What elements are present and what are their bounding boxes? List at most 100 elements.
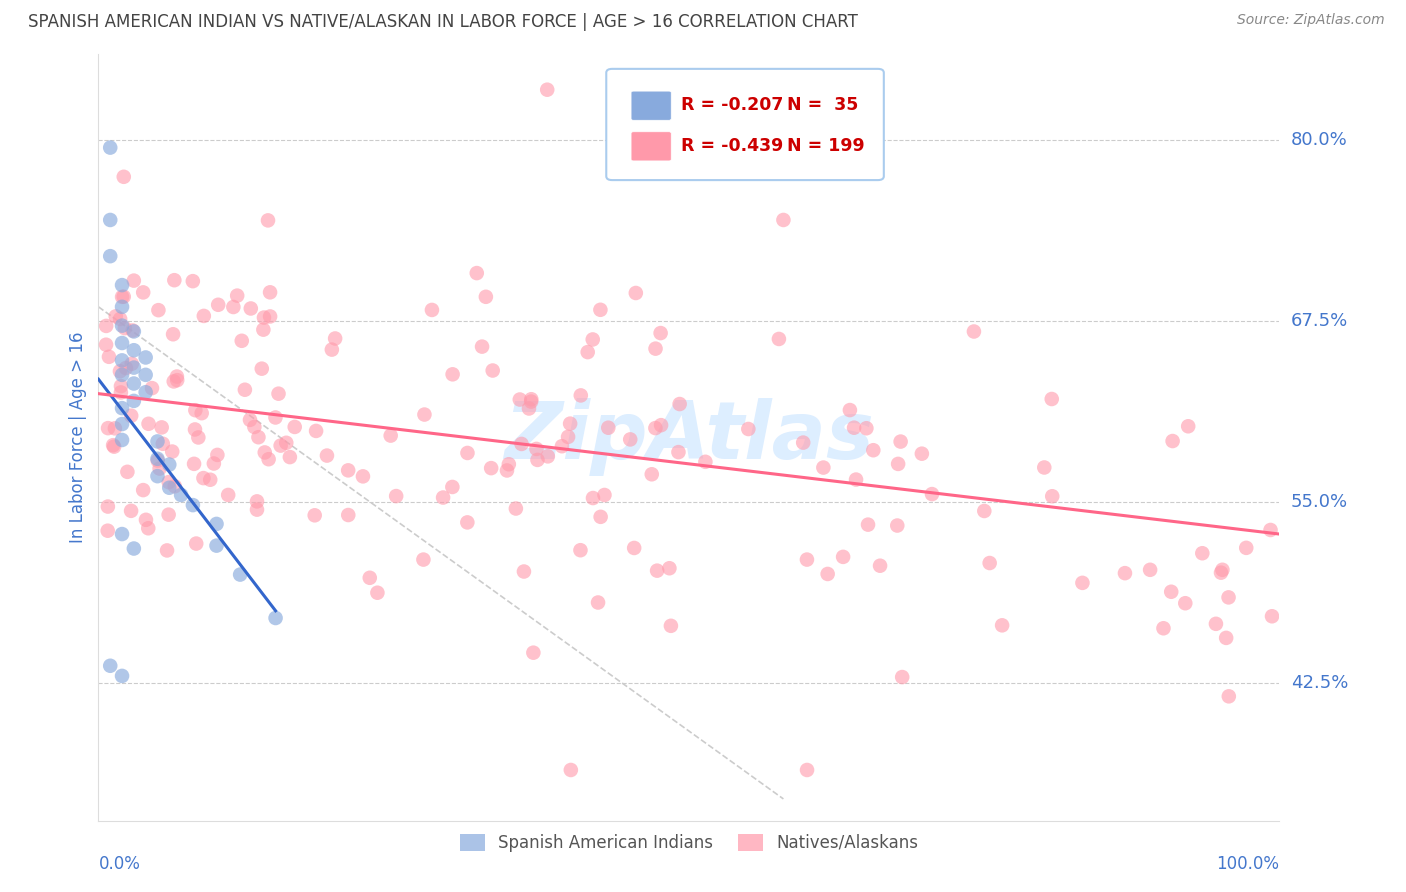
Point <box>111 401 134 416</box>
Point <box>845 473 868 487</box>
Point <box>259 285 281 300</box>
Point <box>97 421 120 435</box>
Point <box>498 457 520 471</box>
Point <box>135 513 157 527</box>
Point <box>200 473 222 487</box>
Point <box>190 406 212 420</box>
Point <box>253 445 276 459</box>
Point <box>226 288 249 302</box>
Point <box>624 285 647 300</box>
Point <box>222 300 245 314</box>
Point <box>644 342 666 356</box>
Point <box>162 327 184 342</box>
Point <box>1033 460 1056 475</box>
Point <box>668 445 690 459</box>
Point <box>792 435 814 450</box>
Point <box>1114 566 1136 581</box>
Point <box>257 452 280 467</box>
Point <box>589 302 612 317</box>
Point <box>111 527 134 541</box>
Point <box>441 480 464 494</box>
Point <box>157 481 180 495</box>
Point <box>589 509 612 524</box>
Point <box>380 428 402 442</box>
Point <box>582 491 605 505</box>
Point <box>122 274 145 288</box>
Point <box>183 457 205 471</box>
Point <box>207 298 229 312</box>
Point <box>135 385 157 400</box>
Point <box>1218 591 1240 605</box>
Point <box>135 351 157 365</box>
Point <box>110 385 132 400</box>
Point <box>593 488 616 502</box>
Point <box>887 457 910 471</box>
Point <box>537 450 560 464</box>
Point <box>1139 563 1161 577</box>
Point <box>456 516 478 530</box>
Point <box>117 465 139 479</box>
Point <box>122 376 145 391</box>
Point <box>149 461 172 475</box>
Point <box>157 475 180 490</box>
Point <box>104 421 127 435</box>
Point <box>856 517 879 532</box>
Point <box>869 558 891 573</box>
FancyBboxPatch shape <box>631 91 671 120</box>
Text: SPANISH AMERICAN INDIAN VS NATIVE/ALASKAN IN LABOR FORCE | AGE > 16 CORRELATION : SPANISH AMERICAN INDIAN VS NATIVE/ALASKA… <box>28 13 858 31</box>
Point <box>796 552 818 566</box>
Point <box>650 418 672 433</box>
Point <box>250 361 273 376</box>
Point <box>184 403 207 417</box>
Point <box>239 413 262 427</box>
Point <box>323 331 346 345</box>
Point <box>658 561 681 575</box>
Point <box>252 323 274 337</box>
Point <box>114 321 136 335</box>
Text: 100.0%: 100.0% <box>1216 855 1279 873</box>
Point <box>1160 584 1182 599</box>
Point <box>768 332 790 346</box>
Point <box>253 310 276 325</box>
Point <box>122 393 145 408</box>
Point <box>921 487 943 501</box>
Point <box>115 361 138 376</box>
Point <box>276 435 298 450</box>
Point <box>796 763 818 777</box>
Point <box>217 488 239 502</box>
Point <box>152 436 174 450</box>
Point <box>838 403 860 417</box>
Point <box>166 369 188 384</box>
Point <box>321 343 343 357</box>
Point <box>98 213 121 227</box>
Point <box>465 266 488 280</box>
Point <box>522 646 544 660</box>
Point <box>110 379 132 393</box>
Point <box>520 392 543 407</box>
Point <box>891 670 914 684</box>
Point <box>112 290 135 304</box>
Point <box>186 536 208 550</box>
Point <box>98 140 121 154</box>
Point <box>576 345 599 359</box>
Point <box>1040 489 1063 503</box>
Point <box>582 333 605 347</box>
Point <box>270 439 292 453</box>
Point <box>337 463 360 477</box>
Point <box>243 420 266 434</box>
Point <box>146 451 169 466</box>
Point <box>1261 609 1284 624</box>
Point <box>963 325 986 339</box>
Point <box>569 388 592 402</box>
Y-axis label: In Labor Force | Age > 16: In Labor Force | Age > 16 <box>69 331 87 543</box>
Point <box>264 611 287 625</box>
Point <box>973 504 995 518</box>
Point <box>184 422 207 436</box>
Point <box>623 541 645 555</box>
Point <box>163 375 186 389</box>
Point <box>645 564 668 578</box>
Text: N = 199: N = 199 <box>787 136 865 154</box>
Point <box>911 447 934 461</box>
Point <box>278 450 301 464</box>
Legend: Spanish American Indians, Natives/Alaskans: Spanish American Indians, Natives/Alaska… <box>453 827 925 858</box>
